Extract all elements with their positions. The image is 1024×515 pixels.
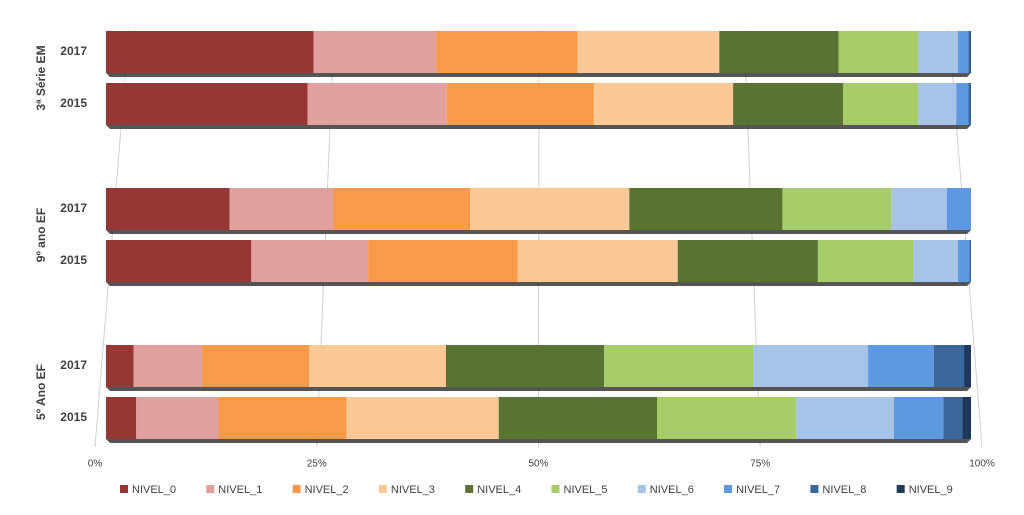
bar-segment — [969, 240, 971, 282]
legend-swatch — [206, 485, 215, 493]
bar-segment — [333, 188, 471, 230]
bar-segment — [593, 83, 734, 125]
legend-label: NIVEL_1 — [218, 484, 262, 496]
bar-segment — [106, 345, 134, 387]
y-tick-label: 2015 — [60, 253, 87, 267]
x-tick-label: 100% — [969, 459, 995, 470]
legend-swatch — [724, 485, 733, 493]
bar-segment — [970, 31, 971, 73]
bar-segment — [918, 31, 959, 73]
bar-segment — [470, 188, 630, 230]
bar-edge — [106, 387, 971, 391]
legend-label: NIVEL_4 — [477, 484, 521, 496]
bar-segment — [251, 240, 369, 282]
bar-segment — [629, 188, 783, 230]
legend-label: NIVEL_7 — [736, 484, 780, 496]
bar-edge — [106, 282, 971, 286]
bar-segment — [958, 240, 970, 282]
bar-segment — [962, 397, 971, 439]
bar-segment — [968, 83, 971, 125]
bar-segment — [958, 31, 969, 73]
legend-label: NIVEL_3 — [391, 484, 435, 496]
bar-segment — [956, 83, 969, 125]
bar-segment — [445, 345, 605, 387]
bar-segment — [604, 345, 754, 387]
bar-segment — [436, 31, 578, 73]
bar-segment — [964, 345, 971, 387]
bar-edge — [106, 73, 971, 77]
bar-segment — [229, 188, 334, 230]
bar-segment — [368, 240, 518, 282]
bar-segment — [517, 240, 678, 282]
bar-segment — [894, 397, 944, 439]
legend-label: NIVEL_5 — [564, 484, 608, 496]
x-tick-label: 75% — [750, 459, 770, 470]
bar-segment — [106, 31, 314, 73]
y-tick-label: 2015 — [60, 96, 87, 110]
bar-segment — [817, 240, 914, 282]
bar-edge — [106, 125, 971, 129]
group-label: 5º Ano EF — [34, 364, 48, 420]
bar-segment — [838, 31, 919, 73]
legend-label: NIVEL_6 — [650, 484, 694, 496]
bar-segment — [346, 397, 499, 439]
bar-segment — [202, 345, 310, 387]
bar-segment — [946, 188, 971, 230]
legend-swatch — [465, 485, 474, 493]
bar-segment — [106, 240, 252, 282]
legend-swatch — [551, 485, 560, 493]
y-tick-label: 2017 — [60, 358, 87, 372]
bar-segment — [719, 31, 839, 73]
bar-segment — [577, 31, 720, 73]
bar-segment — [106, 397, 137, 439]
bar-segment — [891, 188, 947, 230]
bar-segment — [842, 83, 919, 125]
x-tick-label: 50% — [528, 459, 548, 470]
group-label: 3ª Série EM — [34, 45, 48, 110]
legend-label: NIVEL_8 — [822, 484, 866, 496]
bar-segment — [133, 345, 203, 387]
bar-segment — [918, 83, 957, 125]
legend-swatch — [637, 485, 646, 493]
bar-segment — [313, 31, 437, 73]
bar-segment — [933, 345, 965, 387]
bar-segment — [782, 188, 892, 230]
legend-swatch — [292, 485, 301, 493]
bar-segment — [733, 83, 843, 125]
bar-segment — [968, 31, 971, 73]
bar-edge — [106, 439, 971, 443]
bar-segment — [106, 83, 308, 125]
bar-segment — [868, 345, 934, 387]
x-tick-label: 0% — [88, 459, 103, 470]
legend-swatch — [810, 485, 819, 493]
bar-segment — [218, 397, 347, 439]
legend-label: NIVEL_2 — [305, 484, 349, 496]
bar-segment — [498, 397, 658, 439]
bar-segment — [136, 397, 219, 439]
bar-segment — [913, 240, 959, 282]
bar-segment — [309, 345, 446, 387]
bar-segment — [446, 83, 594, 125]
bar-segment — [677, 240, 818, 282]
bar-segment — [106, 188, 230, 230]
bar-segment — [796, 397, 895, 439]
group-label: 9º ano EF — [34, 208, 48, 262]
y-tick-label: 2015 — [60, 410, 87, 424]
bar-segment — [753, 345, 869, 387]
bar-segment — [307, 83, 447, 125]
x-tick-label: 25% — [307, 459, 327, 470]
legend-swatch — [896, 485, 905, 493]
bar-edge — [106, 230, 971, 234]
bar-segment — [943, 397, 963, 439]
legend-swatch — [120, 485, 128, 493]
legend-swatch — [378, 485, 387, 493]
legend-label: NIVEL_0 — [132, 484, 176, 496]
legend-label: NIVEL_9 — [909, 484, 953, 496]
y-tick-label: 2017 — [60, 44, 87, 58]
y-tick-label: 2017 — [60, 201, 87, 215]
bar-segment — [657, 397, 797, 439]
